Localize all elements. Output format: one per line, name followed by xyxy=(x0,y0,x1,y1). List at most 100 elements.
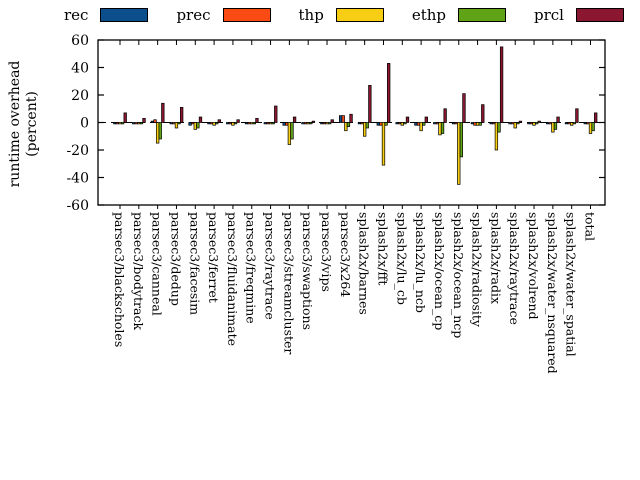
bar-rec xyxy=(226,122,230,125)
bar-thp xyxy=(193,122,197,130)
bar-prec xyxy=(303,122,308,125)
bar-prec xyxy=(379,122,383,126)
bar-ethp xyxy=(196,122,200,129)
legend-swatch-thp xyxy=(335,8,384,22)
bar-prec xyxy=(548,122,552,125)
y-tick-label: -20 xyxy=(66,143,89,159)
bar-rec xyxy=(150,120,155,123)
bar-ethp xyxy=(516,122,520,125)
x-category-label: splash2x/barnes xyxy=(357,212,372,315)
bar-rec xyxy=(583,122,587,125)
y-tick-label: 0 xyxy=(80,116,89,132)
bar-thp xyxy=(250,122,254,125)
bar-ethp xyxy=(497,122,501,133)
bar-rec xyxy=(470,122,475,125)
bar-rec xyxy=(508,122,512,125)
x-category-label: parsec3/swaptions xyxy=(300,212,315,330)
x-category-label: parsec3/blackscholes xyxy=(112,212,127,347)
bar-prec xyxy=(134,122,138,125)
bar-ethp xyxy=(327,122,332,125)
y-tick-label: 40 xyxy=(71,61,89,77)
bar-prcl xyxy=(594,112,598,123)
bar-prcl xyxy=(387,63,391,123)
legend-entry-prcl: prcl xyxy=(534,7,624,23)
bar-ethp xyxy=(346,122,351,127)
bar-ethp xyxy=(365,122,369,129)
bar-thp xyxy=(118,122,122,125)
bar-rec xyxy=(301,122,305,125)
bar-prcl xyxy=(217,119,221,123)
bar-ethp xyxy=(440,122,445,134)
bar-prcl xyxy=(198,116,203,123)
x-category-label: parsec3/raytrace xyxy=(263,212,278,320)
bar-prcl xyxy=(311,120,316,123)
bar-rec xyxy=(489,122,493,125)
bar-thp xyxy=(475,122,480,126)
bar-ethp xyxy=(572,122,576,125)
bar-prec xyxy=(473,122,477,126)
bar-prcl xyxy=(575,108,579,123)
bar-ethp xyxy=(120,122,125,125)
bar-ethp xyxy=(459,122,464,158)
bar-prcl xyxy=(236,119,240,123)
bar-prec xyxy=(586,122,590,125)
bar-thp xyxy=(588,122,593,134)
bar-prec xyxy=(341,115,345,123)
x-category-label: parsec3/streamcluster xyxy=(281,212,296,354)
bar-ethp xyxy=(403,122,407,125)
bar-rec xyxy=(244,122,249,125)
bar-prcl xyxy=(142,118,146,123)
legend-entry-rec: rec xyxy=(64,7,149,23)
bar-rec xyxy=(433,122,437,125)
legend-swatch-prcl xyxy=(575,8,624,22)
bar-thp xyxy=(438,122,442,136)
bar-ethp xyxy=(139,122,144,125)
x-category-label: parsec3/vips xyxy=(319,212,334,292)
bar-prec xyxy=(322,122,327,125)
bar-prec xyxy=(191,122,195,125)
bar-ethp xyxy=(384,122,388,126)
x-category-label: splash2x/water_spatial xyxy=(564,212,579,357)
bar-prcl xyxy=(255,118,259,123)
x-category-label: splash2x/lu_ncb xyxy=(413,212,428,313)
bar-thp xyxy=(513,122,517,129)
bar-ethp xyxy=(290,122,294,140)
bar-prcl xyxy=(405,116,410,123)
bar-prec xyxy=(398,122,402,125)
bar-prcl xyxy=(443,108,447,123)
bar-prec xyxy=(416,122,421,126)
legend-entry-thp: thp xyxy=(299,7,384,23)
bar-prec xyxy=(360,122,364,125)
bar-prcl xyxy=(518,120,523,123)
x-category-label: parsec3/freqmine xyxy=(244,212,259,324)
bar-thp xyxy=(212,122,216,126)
bar-prec xyxy=(153,119,157,123)
bar-ethp xyxy=(553,122,558,130)
bar-thp xyxy=(155,122,160,144)
x-category-label: splash2x/water_nsquared xyxy=(545,212,560,374)
x-category-label: splash2x/ocean_ncp xyxy=(451,212,466,338)
bar-thp xyxy=(344,122,348,132)
x-category-label: splash2x/volrend xyxy=(526,212,541,320)
x-category-label: splash2x/ocean_cp xyxy=(432,212,447,330)
bar-prec xyxy=(510,122,515,125)
x-category-label: splash2x/raytrace xyxy=(507,212,522,325)
bar-prec xyxy=(529,122,534,125)
bar-rec xyxy=(131,122,136,125)
bar-rec xyxy=(527,122,531,125)
bar-prcl xyxy=(274,105,278,123)
bar-rec xyxy=(188,122,192,126)
bar-prcl xyxy=(161,102,165,123)
bar-prcl xyxy=(481,104,485,123)
bar-ethp xyxy=(271,122,275,125)
legend-label-prec: prec xyxy=(176,5,211,24)
bar-prcl xyxy=(292,116,297,123)
x-category-label: parsec3/fluidanimate xyxy=(225,212,240,346)
x-category-label: parsec3/dedup xyxy=(168,212,183,306)
bar-prec xyxy=(435,122,439,125)
bar-prec xyxy=(228,122,232,125)
x-category-label: parsec3/canneal xyxy=(150,212,165,316)
bar-ethp xyxy=(591,122,595,132)
bar-rec xyxy=(564,122,569,125)
